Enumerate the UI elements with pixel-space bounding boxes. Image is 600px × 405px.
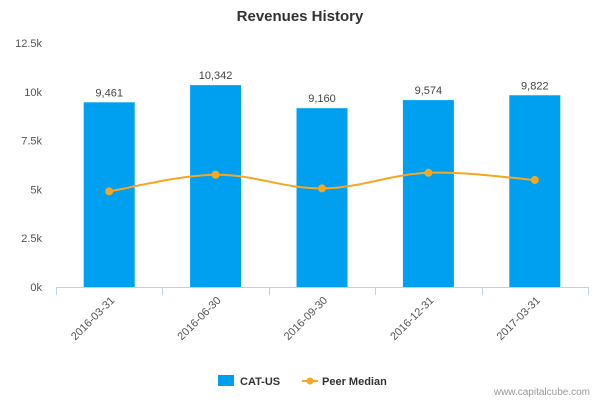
y-axis: 0k 2.5k 5k 7.5k 10k 12.5k (15, 38, 42, 294)
y-tick-label: 5k (30, 184, 42, 196)
peer-median-point (105, 187, 114, 196)
x-axis: 2016-03-31 2016-06-30 2016-09-30 2016-12-31… (56, 287, 589, 343)
peer-median-point (530, 176, 539, 185)
bar-cat-us (190, 85, 242, 287)
watermark: www.capitalcube.com (493, 387, 590, 398)
bar-data-label: 10,342 (199, 70, 233, 82)
bar-data-labels: 9,461 10,342 9,160 9,574 9,822 (95, 70, 548, 105)
legend-swatch-cat-us (218, 375, 234, 386)
legend-swatch-peer-median-marker (306, 377, 314, 385)
x-tick-label: 2016-09-30 (282, 295, 330, 343)
bar-cat-us (296, 108, 348, 287)
legend-label-peer-median: Peer Median (322, 376, 387, 388)
y-tick-label: 2.5k (21, 233, 42, 245)
legend: CAT-US Peer Median (218, 375, 387, 388)
y-tick-label: 12.5k (15, 38, 42, 50)
peer-median-point (211, 170, 220, 179)
peer-median-point (424, 168, 433, 177)
y-tick-label: 10k (24, 87, 42, 99)
y-tick-label: 7.5k (21, 136, 42, 148)
bar-data-label: 9,160 (308, 93, 336, 105)
peer-median-point (318, 184, 326, 193)
chart-title: Revenues History (237, 8, 364, 25)
x-tick-label: 2016-03-31 (69, 295, 117, 343)
bar-series (83, 85, 561, 288)
bar-data-label: 9,461 (95, 87, 123, 99)
x-tick-label: 2016-12-31 (388, 295, 436, 343)
bar-cat-us (509, 95, 561, 287)
y-tick-label: 0k (30, 282, 42, 294)
bar-data-label: 9,822 (521, 80, 549, 92)
legend-label-cat-us: CAT-US (240, 376, 280, 388)
peer-median-series (105, 168, 539, 196)
x-tick-label: 2017-03-31 (495, 295, 543, 343)
bar-cat-us (402, 100, 454, 288)
bar-data-label: 9,574 (415, 85, 443, 97)
x-tick-label: 2016-06-30 (175, 295, 223, 343)
